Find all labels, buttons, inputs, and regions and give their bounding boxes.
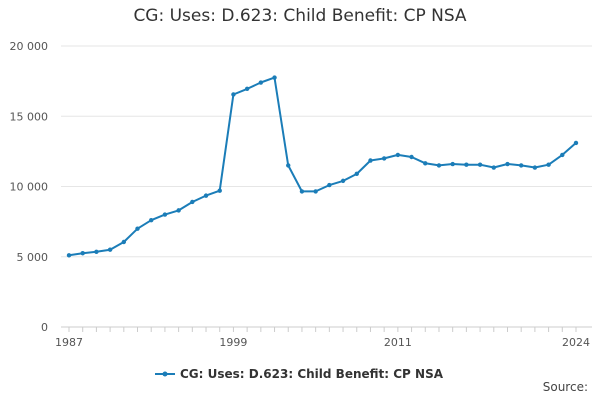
- data-point[interactable]: [464, 162, 469, 167]
- data-point[interactable]: [368, 158, 373, 163]
- data-point[interactable]: [505, 161, 510, 167]
- data-point[interactable]: [94, 249, 99, 255]
- data-point[interactable]: [176, 208, 181, 213]
- chart-title: CG: Uses: D.623: Child Benefit: CP NSA: [133, 6, 467, 26]
- data-point[interactable]: [560, 152, 565, 158]
- data-point[interactable]: [395, 152, 401, 158]
- series-layer: [66, 75, 579, 258]
- data-point[interactable]: [80, 251, 85, 256]
- data-point[interactable]: [518, 163, 524, 168]
- data-point[interactable]: [491, 165, 496, 170]
- x-tick-label: 2011: [384, 336, 412, 349]
- axes: 0 5 000 10 000 15 000 20 000 1987 1999 2011 2024: [10, 40, 592, 349]
- y-tick-label: 0: [41, 321, 48, 334]
- data-point[interactable]: [477, 162, 483, 167]
- x-tick-label: 2024: [562, 336, 590, 349]
- data-point[interactable]: [244, 86, 250, 92]
- data-point[interactable]: [423, 161, 428, 166]
- data-point[interactable]: [231, 92, 236, 97]
- source-label: Source:: [542, 380, 588, 394]
- y-tick-label: 20 000: [10, 40, 49, 53]
- y-tick-label: 5 000: [17, 251, 49, 264]
- data-point[interactable]: [258, 80, 264, 85]
- data-point[interactable]: [299, 189, 305, 194]
- data-point[interactable]: [162, 212, 168, 217]
- data-point[interactable]: [532, 165, 538, 170]
- x-tick-label: 1999: [219, 336, 247, 349]
- data-point[interactable]: [409, 154, 414, 160]
- data-point[interactable]: [66, 253, 72, 258]
- data-point[interactable]: [573, 140, 579, 146]
- data-point[interactable]: [286, 163, 291, 168]
- y-tick-label: 15 000: [10, 110, 49, 123]
- data-point[interactable]: [450, 161, 455, 167]
- data-point[interactable]: [354, 171, 359, 177]
- series-line[interactable]: [68, 76, 577, 257]
- data-point[interactable]: [190, 199, 195, 205]
- data-point[interactable]: [340, 178, 346, 184]
- data-point[interactable]: [381, 156, 387, 161]
- data-point[interactable]: [149, 218, 154, 223]
- data-point[interactable]: [546, 162, 551, 167]
- x-tick-label: 1987: [55, 336, 83, 349]
- data-point[interactable]: [203, 193, 209, 198]
- data-point[interactable]: [272, 75, 277, 80]
- legend-marker-dot[interactable]: [162, 371, 168, 377]
- data-point[interactable]: [217, 188, 222, 193]
- legend[interactable]: CG: Uses: D.623: Child Benefit: CP NSA: [155, 367, 444, 381]
- data-point[interactable]: [135, 226, 140, 231]
- legend-label[interactable]: CG: Uses: D.623: Child Benefit: CP NSA: [180, 367, 444, 381]
- y-tick-label: 10 000: [10, 181, 49, 194]
- data-point[interactable]: [327, 182, 332, 188]
- data-point[interactable]: [107, 247, 113, 252]
- data-point[interactable]: [436, 163, 442, 168]
- data-point[interactable]: [313, 189, 318, 194]
- data-point[interactable]: [121, 239, 127, 245]
